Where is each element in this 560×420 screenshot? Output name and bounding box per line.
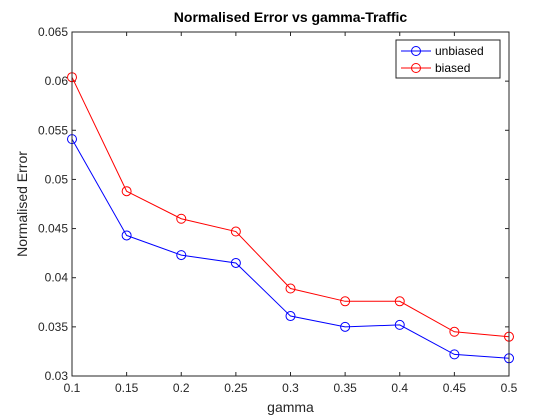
data-point-biased	[121, 186, 132, 197]
legend-label-biased: biased	[435, 61, 470, 75]
data-point-unbiased	[449, 349, 460, 360]
data-point-unbiased	[340, 321, 351, 332]
legend-marker-biased	[411, 63, 421, 73]
x-axis-label: gamma	[267, 399, 314, 415]
y-tick-label: 0.035	[38, 320, 68, 334]
x-tick-label: 0.25	[224, 381, 248, 395]
legend-marker-unbiased	[411, 46, 421, 56]
x-tick-label: 0.4	[391, 381, 408, 395]
x-tick-label: 0.1	[64, 381, 81, 395]
data-point-biased	[176, 213, 187, 224]
data-point-unbiased	[285, 311, 296, 322]
series-line-unbiased	[71, 138, 510, 359]
y-tick-label: 0.06	[45, 74, 69, 88]
data-point-unbiased	[176, 250, 187, 261]
y-tick-label: 0.05	[45, 172, 69, 186]
data-point-biased	[449, 326, 460, 337]
y-tick-label: 0.065	[38, 25, 68, 39]
series-line-biased	[71, 76, 510, 338]
x-tick-label: 0.45	[443, 381, 467, 395]
plot-area	[72, 32, 509, 376]
data-point-unbiased	[394, 319, 405, 330]
x-tick-label: 0.3	[282, 381, 299, 395]
legend-label-unbiased: unbiased	[435, 44, 484, 58]
data-point-biased	[394, 296, 405, 307]
series-lines	[67, 72, 514, 364]
tick-labels: 0.1 0.15 0.2 0.25 0.3 0.35 0.4 0.45 0.5 0.03 0.035…	[38, 25, 518, 395]
x-tick-label: 0.2	[173, 381, 190, 395]
data-point-unbiased	[230, 257, 241, 268]
data-point-biased	[285, 283, 296, 294]
y-tick-label: 0.045	[38, 222, 68, 236]
data-point-unbiased	[121, 230, 132, 241]
y-tick-label: 0.03	[45, 369, 69, 383]
y-tick-label: 0.055	[38, 123, 68, 137]
legend: unbiased biased	[395, 39, 501, 79]
data-point-biased	[340, 296, 351, 307]
plot-frame	[71, 31, 510, 377]
x-tick-label: 0.15	[115, 381, 139, 395]
y-axis-label: Normalised Error	[14, 151, 30, 257]
chart-title: Normalised Error vs gamma-Traffic	[174, 9, 408, 25]
data-point-biased	[230, 226, 241, 237]
y-tick-label: 0.04	[45, 271, 69, 285]
x-tick-label: 0.35	[333, 381, 357, 395]
x-tick-label: 0.5	[501, 381, 518, 395]
